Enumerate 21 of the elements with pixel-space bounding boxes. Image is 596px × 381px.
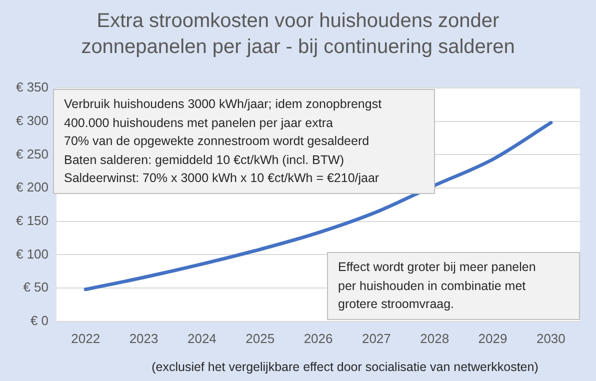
- x-tick-label: 2024: [187, 330, 216, 346]
- note-box: Effect wordt groter bij meer panelen per huishouden in combinatie met grotere stroomvraag.: [327, 252, 580, 320]
- x-tick-label: 2026: [304, 330, 333, 346]
- y-tick-label: € 100: [16, 246, 49, 262]
- chart-title: Extra stroomkosten voor huishoudens zonder zonnepanelen per jaar - bij continuering salderen: [80, 9, 516, 60]
- x-tick-label: 2023: [129, 330, 158, 346]
- x-tick-label: 2029: [478, 330, 508, 346]
- y-tick-label: € 0: [30, 312, 49, 328]
- x-tick-label: 2027: [362, 330, 391, 346]
- y-tick-label: € 200: [16, 180, 49, 195]
- text: (exclusief het vergelijkbare effect door socialisatie van netwerkkosten): [150, 359, 540, 376]
- y-tick-label: € 350: [16, 80, 49, 95]
- y-tick-label: € 300: [16, 112, 49, 128]
- x-tick-label: 2022: [71, 330, 100, 346]
- x-tick-label: 2025: [246, 330, 275, 346]
- y-tick-label: € 50: [23, 280, 49, 295]
- x-tick-label: 2028: [420, 330, 450, 346]
- y-tick-label: € 150: [16, 212, 49, 228]
- x-tick-label: 2030: [536, 330, 566, 346]
- y-tick-label: € 250: [16, 146, 49, 162]
- note-box: Verbruik huishoudens 3000 kWh/jaar; idem zonopbrengst 400.000 huishoudens met panelen per jaar extra 70% van de opgewekte zonnestroom wordt gesaldeerd Baten salderen: gemiddeld 10 €ct/kWh (incl. BTW) Saldeerwinst: 70% x 3000 kWh x 10 €ct/kWh = €210/jaar: [53, 89, 435, 194]
